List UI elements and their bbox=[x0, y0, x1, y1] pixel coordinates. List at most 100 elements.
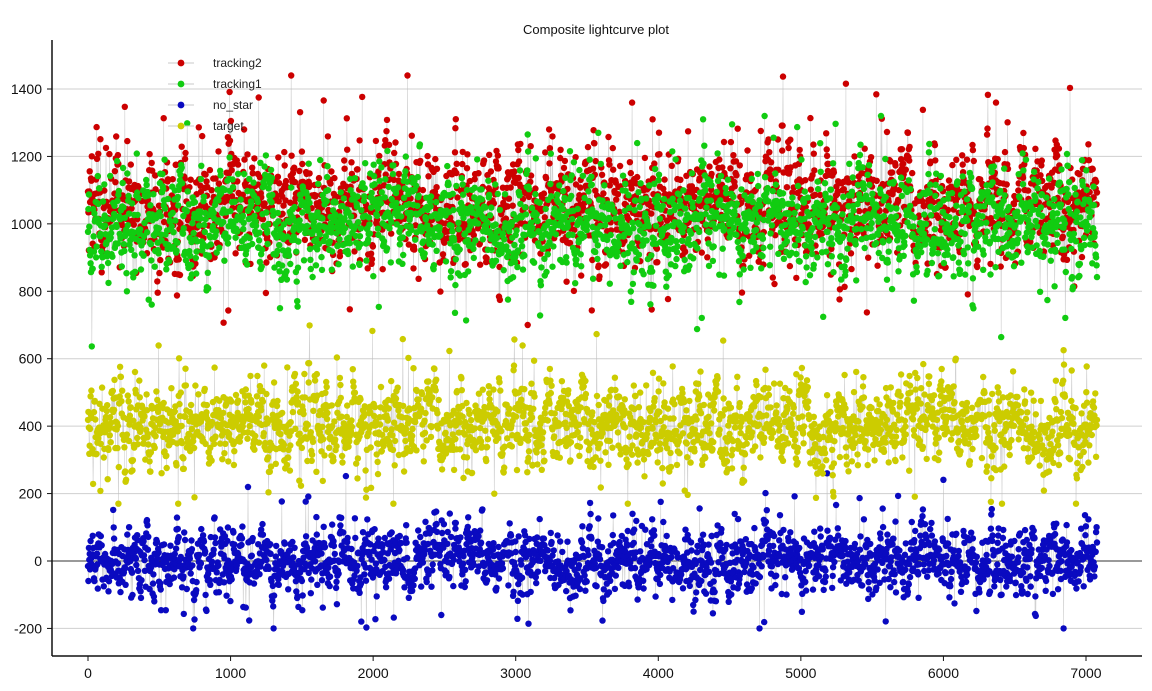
point-no_star bbox=[886, 562, 894, 570]
point-no_star bbox=[1008, 553, 1016, 560]
point-target bbox=[463, 399, 470, 407]
point-no_star bbox=[931, 538, 939, 545]
point-target bbox=[106, 432, 114, 439]
point-target bbox=[992, 444, 999, 452]
point-no_star bbox=[358, 618, 365, 625]
point-target bbox=[253, 393, 261, 400]
point-no_star bbox=[871, 577, 878, 584]
point-target bbox=[463, 454, 471, 461]
point-target bbox=[289, 408, 297, 416]
point-no_star bbox=[831, 558, 838, 566]
point-target bbox=[1024, 445, 1031, 452]
point-target bbox=[683, 407, 690, 414]
point-target bbox=[255, 439, 263, 446]
point-target bbox=[442, 429, 449, 436]
point-target bbox=[714, 375, 721, 382]
point-no_star bbox=[166, 580, 173, 588]
point-no_star bbox=[1078, 525, 1085, 532]
point-target bbox=[803, 377, 811, 384]
point-no_star bbox=[953, 530, 960, 537]
point-target bbox=[528, 414, 536, 421]
point-no_star bbox=[679, 585, 687, 592]
point-target bbox=[98, 384, 106, 391]
point-target bbox=[533, 449, 540, 456]
point-target bbox=[136, 377, 143, 384]
point-target bbox=[223, 400, 230, 408]
point-no_star bbox=[824, 527, 831, 534]
point-no_star bbox=[464, 523, 471, 531]
point-no_star bbox=[770, 532, 778, 540]
point-target bbox=[821, 450, 829, 457]
point-no_star bbox=[564, 538, 571, 545]
point-target bbox=[136, 394, 143, 401]
point-target bbox=[446, 347, 453, 355]
point-target bbox=[761, 434, 768, 441]
point-no_star bbox=[537, 557, 544, 564]
point-target bbox=[804, 384, 811, 391]
point-no_star bbox=[396, 546, 403, 554]
point-no_star bbox=[410, 582, 417, 589]
point-target bbox=[864, 461, 871, 469]
point-no_star bbox=[415, 527, 422, 534]
point-no_star bbox=[526, 535, 533, 543]
point-no_star bbox=[969, 535, 977, 542]
point-no_star bbox=[770, 542, 777, 550]
point-no_star bbox=[145, 533, 152, 540]
point-target bbox=[246, 422, 253, 430]
point-target bbox=[273, 402, 281, 410]
point-target bbox=[252, 432, 259, 440]
point-no_star bbox=[935, 570, 942, 577]
point-target bbox=[292, 425, 299, 432]
point-target bbox=[337, 381, 344, 389]
point-target bbox=[978, 454, 986, 462]
point-no_star bbox=[1024, 564, 1031, 571]
point-target bbox=[892, 433, 900, 440]
point-no_star bbox=[268, 577, 275, 585]
point-target bbox=[609, 444, 616, 451]
point-no_star bbox=[482, 569, 489, 576]
point-target bbox=[693, 416, 700, 423]
point-no_star bbox=[927, 525, 934, 533]
point-target bbox=[794, 459, 801, 466]
point-no_star bbox=[299, 592, 306, 599]
point-no_star bbox=[901, 551, 909, 558]
point-no_star bbox=[155, 549, 162, 556]
point-no_star bbox=[132, 555, 140, 562]
point-target bbox=[168, 385, 175, 392]
point-target bbox=[952, 355, 959, 362]
point-target bbox=[1079, 463, 1086, 471]
point-target bbox=[389, 446, 397, 454]
point-target bbox=[1092, 453, 1100, 460]
point-no_star bbox=[352, 534, 359, 542]
point-target bbox=[757, 454, 764, 461]
point-no_star bbox=[337, 522, 344, 529]
point-target bbox=[794, 444, 802, 452]
point-no_star bbox=[887, 584, 894, 591]
point-target bbox=[307, 429, 314, 436]
point-tracking2 bbox=[182, 149, 189, 157]
point-target bbox=[656, 440, 664, 447]
point-target bbox=[1018, 409, 1025, 416]
point-no_star bbox=[542, 567, 549, 575]
point-no_star bbox=[313, 531, 320, 538]
point-target bbox=[362, 494, 370, 501]
point-no_star bbox=[143, 516, 151, 524]
point-no_star bbox=[540, 535, 548, 542]
point-tracking2 bbox=[93, 123, 100, 131]
point-no_star bbox=[140, 538, 147, 545]
point-no_star bbox=[663, 532, 670, 540]
point-target bbox=[602, 449, 609, 456]
point-target bbox=[362, 467, 369, 474]
point-no_star bbox=[668, 553, 675, 561]
point-target bbox=[548, 382, 555, 389]
point-no_star bbox=[307, 590, 314, 597]
point-no_star bbox=[329, 521, 336, 528]
point-no_star bbox=[362, 577, 370, 584]
point-target bbox=[298, 444, 306, 452]
point-target bbox=[1093, 416, 1101, 424]
point-no_star bbox=[835, 532, 842, 539]
point-tracking2 bbox=[102, 144, 110, 152]
point-target bbox=[626, 433, 633, 440]
point-target bbox=[664, 405, 672, 412]
point-no_star bbox=[300, 554, 307, 561]
